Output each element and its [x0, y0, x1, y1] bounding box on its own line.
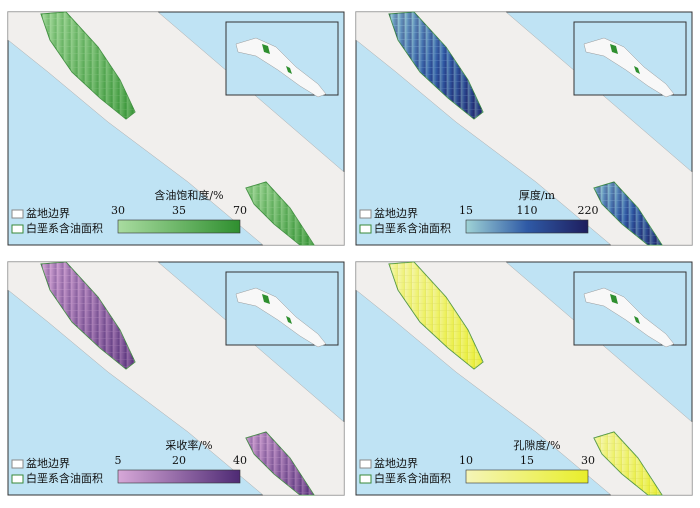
legend-basin-swatch	[359, 459, 372, 469]
inset-land	[583, 287, 675, 348]
legend-area-swatch	[359, 474, 372, 484]
oil-grid	[246, 432, 314, 495]
legend-area-swatch	[359, 224, 372, 234]
inset-oil	[286, 316, 292, 324]
colorbar	[117, 469, 241, 484]
legend-basin-label: 盆地边界	[374, 456, 418, 470]
oil-grid	[41, 262, 135, 369]
legend-basin-label: 盆地边界	[374, 206, 418, 220]
inset-land	[235, 37, 327, 98]
colorbar-tick-label: 5	[115, 454, 122, 467]
colorbar-tick-label: 40	[233, 454, 247, 467]
colorbar	[465, 219, 589, 234]
inset-oil	[262, 44, 270, 54]
colorbar-tick-label: 30	[581, 454, 595, 467]
colorbar-tick-label: 10	[459, 454, 473, 467]
inset-oil	[634, 66, 640, 74]
inset-oil	[262, 294, 270, 304]
legend-basin-label: 盆地边界	[26, 206, 70, 220]
legend-basin-label: 盆地边界	[26, 456, 70, 470]
colorbar	[465, 469, 589, 484]
colorbar-tick-label: 220	[578, 204, 599, 217]
inset-map	[225, 21, 339, 98]
inset-land	[583, 37, 675, 98]
colorbar-title: 采收率/%	[165, 438, 212, 452]
legend-area-label: 白垩系含油面积	[26, 471, 103, 485]
legend-area-label: 白垩系含油面积	[26, 221, 103, 235]
legend-basin-swatch	[11, 459, 24, 469]
oil-grid	[594, 182, 662, 245]
colorbar-tick-label: 20	[172, 454, 186, 467]
legend-area-swatch	[11, 474, 24, 484]
inset-oil	[286, 66, 292, 74]
colorbar-tick-label: 70	[233, 204, 247, 217]
oil-grid	[246, 182, 314, 245]
oil-grid	[594, 432, 662, 495]
oil-grid	[389, 262, 483, 369]
inset-oil	[634, 316, 640, 324]
colorbar-tick-label: 110	[517, 204, 538, 217]
oil-grid	[41, 12, 135, 119]
oil-grid	[389, 12, 483, 119]
legend-basin-swatch	[11, 209, 24, 219]
legend-basin-swatch	[359, 209, 372, 219]
colorbar-title: 厚度/m	[519, 188, 556, 202]
inset-oil	[610, 294, 618, 304]
colorbar-tick-label: 15	[520, 454, 534, 467]
legend-area-label: 白垩系含油面积	[374, 471, 451, 485]
colorbar-tick-label: 30	[111, 204, 125, 217]
colorbar-tick-label: 35	[172, 204, 186, 217]
inset-map	[573, 271, 687, 348]
legend-area-label: 白垩系含油面积	[374, 221, 451, 235]
inset-map	[573, 21, 687, 98]
legend-area-swatch	[11, 224, 24, 234]
colorbar-tick-label: 15	[459, 204, 473, 217]
colorbar-title: 含油饱和度/%	[154, 188, 223, 202]
colorbar-title: 孔隙度/%	[513, 438, 560, 452]
inset-map	[225, 271, 339, 348]
inset-oil	[610, 44, 618, 54]
colorbar	[117, 219, 241, 234]
inset-land	[235, 287, 327, 348]
